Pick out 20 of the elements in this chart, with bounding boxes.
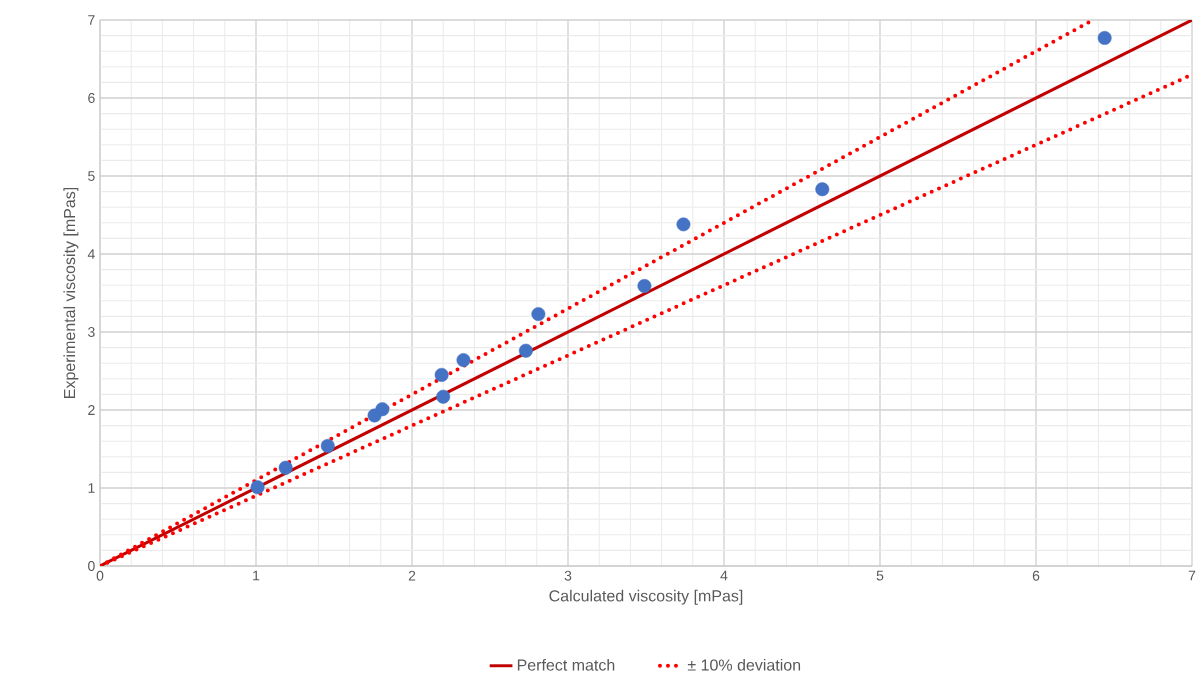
x-tick-label: 0 <box>96 570 104 581</box>
x-tick-label: 4 <box>720 570 728 581</box>
y-tick-label: 7 <box>88 15 95 25</box>
x-tick-label: 3 <box>564 570 572 581</box>
x-axis-title: Calculated viscosity [mPas] <box>549 589 743 605</box>
x-tick-label: 6 <box>1032 570 1040 581</box>
y-tick-label: 0 <box>88 561 95 571</box>
x-tick-label: 2 <box>408 570 416 581</box>
legend-label: ± 10% deviation <box>687 658 801 671</box>
y-tick-label: 6 <box>88 93 95 103</box>
x-tick-label: 7 <box>1188 570 1196 581</box>
y-axis-title: Experimental viscosity [mPas] <box>63 187 79 398</box>
y-tick-label: 1 <box>88 483 95 493</box>
legend-label: Perfect match <box>517 658 615 671</box>
y-tick-label: 2 <box>88 405 95 415</box>
y-tick-label: 5 <box>88 171 95 181</box>
x-tick-label: 5 <box>876 570 884 581</box>
x-tick-label: 1 <box>253 570 260 581</box>
y-tick-label: 4 <box>87 249 95 259</box>
y-tick-label: 3 <box>88 327 95 337</box>
